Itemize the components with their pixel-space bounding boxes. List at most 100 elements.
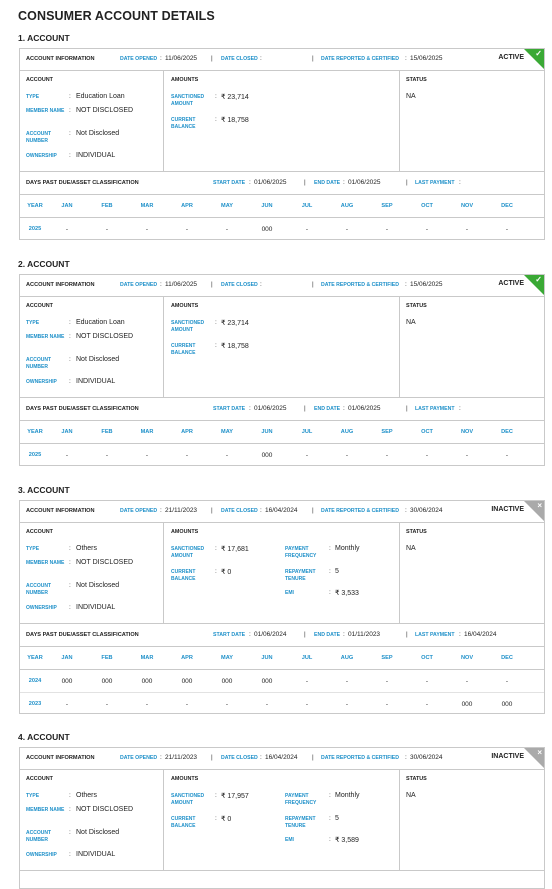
separator-bar: | xyxy=(304,405,306,412)
separator-colon: : xyxy=(160,754,162,761)
account-number-value: Not Disclosed xyxy=(76,356,120,363)
month-header: SEP xyxy=(381,429,393,435)
status-badge: INACTIVE xyxy=(491,506,524,513)
account-heading: 2. ACCOUNT xyxy=(18,259,70,269)
current-balance-label: CURRENT BALANCE xyxy=(171,117,196,130)
date-opened-value: 11/06/2025 xyxy=(165,281,198,288)
ownership-value: INDIVIDUAL xyxy=(76,604,116,611)
date-reported-label: DATE REPORTED & CERTIFIED xyxy=(321,508,400,514)
status-corner xyxy=(524,501,544,521)
status-corner xyxy=(524,275,544,295)
end-date-label: END DATE xyxy=(314,180,341,186)
date-closed-label: DATE CLOSED xyxy=(221,282,258,288)
dpd-cell: 000 xyxy=(261,678,273,685)
account-info-label: ACCOUNT INFORMATION xyxy=(26,755,95,761)
payment-frequency-label: PAYMENT FREQUENCY xyxy=(285,793,317,806)
member-name-label: MEMBER NAME xyxy=(26,807,65,813)
start-date-label: START DATE xyxy=(213,406,246,412)
last-payment-label: LAST PAYMENT xyxy=(415,632,455,638)
month-header-row: YEAR JAN FEB MAR APR MAY JUN JUL AUG SEP OCT NOV DEC xyxy=(20,647,544,670)
account-details-section: ACCOUNT AMOUNTS STATUS TYPE: Others MEMBER NA… xyxy=(20,770,544,871)
type-value: Others xyxy=(76,545,98,552)
dpd-cell: - xyxy=(305,452,309,459)
amounts-section-title: AMOUNTS xyxy=(171,77,199,83)
account-card: ACCOUNT INFORMATION DATE OPENED:11/06/202… xyxy=(19,48,545,240)
ownership-value: INDIVIDUAL xyxy=(76,378,116,385)
date-opened-label: DATE OPENED xyxy=(120,508,158,514)
ownership-label: OWNERSHIP xyxy=(26,605,57,611)
status-badge: ACTIVE xyxy=(498,54,524,61)
start-date-value: 01/06/2024 xyxy=(254,631,287,638)
repayment-tenure-value: 5 xyxy=(335,815,339,822)
last-payment-label: LAST PAYMENT xyxy=(415,406,455,412)
date-reported-label: DATE REPORTED & CERTIFIED xyxy=(321,56,400,62)
separator-bar: | xyxy=(312,281,314,288)
separator-colon: : xyxy=(69,333,71,340)
separator-colon: : xyxy=(215,342,217,349)
dpd-cell: - xyxy=(265,701,269,708)
account-number-label: ACCOUNT NUMBER xyxy=(26,357,51,370)
type-value: Others xyxy=(76,792,98,799)
status-section-title: STATUS xyxy=(406,776,427,782)
last-payment-label: LAST PAYMENT xyxy=(415,180,455,186)
separator-colon: : xyxy=(459,405,461,412)
month-header-row: YEAR JAN FEB MAR APR MAY JUN JUL AUG SEP OCT NOV DEC xyxy=(20,195,544,218)
dpd-cell: - xyxy=(65,701,69,708)
sanctioned-amount-label: SANCTIONED AMOUNT xyxy=(171,94,205,107)
dpd-cell: - xyxy=(185,701,189,708)
month-header: NOV xyxy=(460,203,474,209)
month-header: JAN xyxy=(61,655,73,661)
type-label: TYPE xyxy=(26,94,40,100)
date-reported-value: 30/06/2024 xyxy=(410,507,443,514)
separator-colon: : xyxy=(405,507,407,514)
dpd-title: DAYS PAST DUE/ASSET CLASSIFICATION xyxy=(26,406,139,412)
dpd-cell: 000 xyxy=(61,678,73,685)
separator-bar: | xyxy=(406,405,408,412)
date-closed-value: 16/04/2024 xyxy=(265,754,298,761)
emi-value: ₹ 3,533 xyxy=(335,590,359,597)
dpd-cell: - xyxy=(345,701,349,708)
repayment-tenure-value: 5 xyxy=(335,568,339,575)
dpd-cell: - xyxy=(505,452,509,459)
account-info-bar: ACCOUNT INFORMATION DATE OPENED:11/06/202… xyxy=(20,49,544,71)
month-header: AUG xyxy=(340,203,354,209)
account-number-value: Not Disclosed xyxy=(76,829,120,836)
account-info-label: ACCOUNT INFORMATION xyxy=(26,282,95,288)
dpd-cell: - xyxy=(225,226,229,233)
separator-colon: : xyxy=(69,107,71,114)
dpd-cell: - xyxy=(105,452,109,459)
month-header: APR xyxy=(181,203,193,209)
end-date-value: 01/11/2023 xyxy=(348,631,381,638)
date-reported-label: DATE REPORTED & CERTIFIED xyxy=(321,282,400,288)
dpd-cell: - xyxy=(65,226,69,233)
account-info-label: ACCOUNT INFORMATION xyxy=(26,56,95,62)
month-header: APR xyxy=(181,429,193,435)
emi-value: ₹ 3,589 xyxy=(335,837,359,844)
date-reported-value: 30/06/2024 xyxy=(410,754,443,761)
ownership-value: INDIVIDUAL xyxy=(76,152,116,159)
date-closed-label: DATE CLOSED xyxy=(221,508,258,514)
date-closed-label: DATE CLOSED xyxy=(221,56,258,62)
separator-colon: : xyxy=(249,631,251,638)
payment-frequency-label: PAYMENT FREQUENCY xyxy=(285,546,317,559)
account-info-bar: ACCOUNT INFORMATION DATE OPENED:21/11/202… xyxy=(20,501,544,523)
month-header: AUG xyxy=(340,429,354,435)
separator-colon: : xyxy=(69,806,71,813)
month-header: JUL xyxy=(301,429,313,435)
dpd-cell: - xyxy=(305,701,309,708)
date-closed-label: DATE CLOSED xyxy=(221,755,258,761)
separator-colon: : xyxy=(215,792,217,799)
column-divider xyxy=(163,297,164,397)
separator-colon: : xyxy=(160,281,162,288)
dpd-cell: - xyxy=(385,226,389,233)
end-date-label: END DATE xyxy=(314,632,341,638)
separator-colon: : xyxy=(215,568,217,575)
month-header: MAY xyxy=(221,203,233,209)
column-divider xyxy=(399,297,400,397)
separator-colon: : xyxy=(69,792,71,799)
status-badge: ACTIVE xyxy=(498,280,524,287)
separator-colon: : xyxy=(69,93,71,100)
account-section-title: ACCOUNT xyxy=(26,529,53,535)
member-name-value: NOT DISCLOSED xyxy=(76,806,134,813)
month-header: SEP xyxy=(381,203,393,209)
